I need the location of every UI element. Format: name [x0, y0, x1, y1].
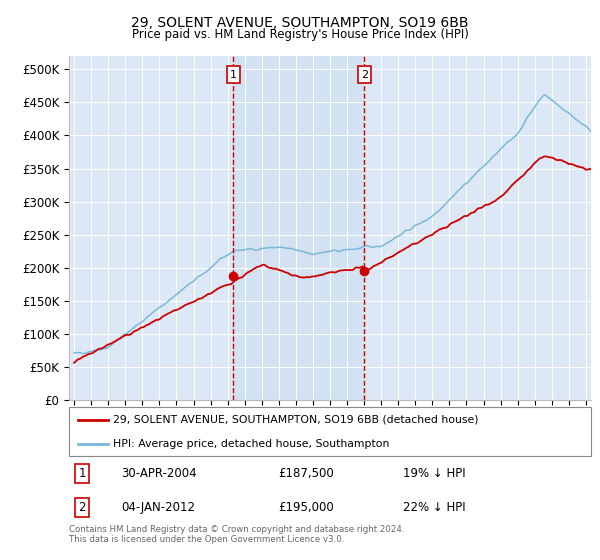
Text: 1: 1	[230, 69, 237, 80]
Text: 1: 1	[78, 467, 86, 480]
FancyBboxPatch shape	[69, 407, 591, 456]
Text: 2: 2	[78, 501, 86, 514]
Bar	[233, 56, 364, 400]
Text: 29, SOLENT AVENUE, SOUTHAMPTON, SO19 6BB: 29, SOLENT AVENUE, SOUTHAMPTON, SO19 6BB	[131, 16, 469, 30]
Text: 19% ↓ HPI: 19% ↓ HPI	[403, 467, 466, 480]
Text: 30-APR-2004: 30-APR-2004	[121, 467, 197, 480]
Text: 04-JAN-2012: 04-JAN-2012	[121, 501, 195, 514]
Text: Contains HM Land Registry data © Crown copyright and database right 2024.
This d: Contains HM Land Registry data © Crown c…	[69, 525, 404, 544]
Text: £195,000: £195,000	[278, 501, 334, 514]
Text: 2: 2	[361, 69, 368, 80]
Text: HPI: Average price, detached house, Southampton: HPI: Average price, detached house, Sout…	[113, 438, 390, 449]
Text: 22% ↓ HPI: 22% ↓ HPI	[403, 501, 466, 514]
Text: 29, SOLENT AVENUE, SOUTHAMPTON, SO19 6BB (detached house): 29, SOLENT AVENUE, SOUTHAMPTON, SO19 6BB…	[113, 415, 479, 425]
Text: Price paid vs. HM Land Registry's House Price Index (HPI): Price paid vs. HM Land Registry's House …	[131, 28, 469, 41]
Text: £187,500: £187,500	[278, 467, 334, 480]
